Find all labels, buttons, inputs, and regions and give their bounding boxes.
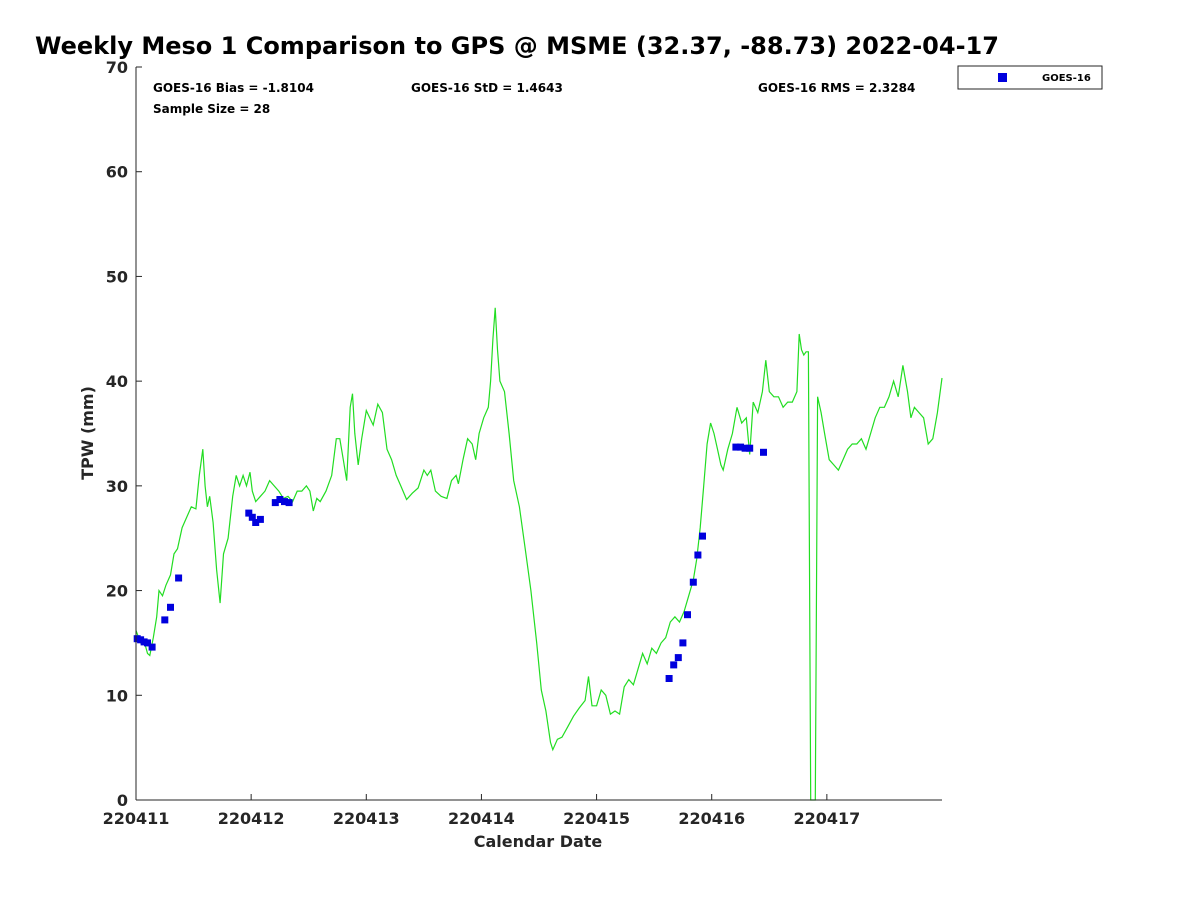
goes-point [281,498,288,506]
goes-point [694,551,702,559]
goes-point [689,578,697,586]
goes-point [245,509,253,517]
gps-series [135,307,943,801]
x-axis-ticks: 220411 220412 220413 220414 220415 220416 2204… [103,794,860,828]
goes-point [161,616,169,624]
rms-stat: GOES-16 RMS = 2.3284 [758,81,915,95]
y-axis-ticks: 0 10 20 30 40 50 60 70 [106,58,142,810]
chart-title: Weekly Meso 1 Comparison to GPS @ MSME (… [35,32,999,60]
goes-point [276,496,284,503]
y-tick-label: 70 [106,58,128,77]
goes-point [684,611,691,619]
goes-point [699,532,706,540]
y-tick-label: 40 [106,372,128,391]
y-tick-label: 30 [106,477,128,496]
legend: GOES-16 [957,65,1103,90]
gps-tpw-line [135,307,943,801]
x-tick-label: 220414 [448,809,515,828]
goes-point [271,499,279,507]
goes-point [679,639,687,647]
y-tick-label: 20 [106,582,128,601]
goes-point [167,603,174,611]
goes-point [175,574,183,582]
goes-point [670,661,678,669]
sample-size-stat: Sample Size = 28 [153,102,270,116]
legend-goes-label: GOES-16 [1042,73,1091,84]
y-axis-label: TPW (mm) [78,386,97,480]
goes-point [144,639,151,647]
goes-point [674,654,682,662]
y-tick-label: 50 [106,267,128,286]
x-tick-label: 220416 [678,809,745,828]
plot-background [136,67,942,800]
goes-point [252,519,260,526]
goes-point [737,443,744,451]
plot-area [133,67,943,801]
x-axis-label: Calendar Date [474,832,603,851]
goes-point [248,513,256,521]
legend-goes-marker [998,73,1007,82]
goes-point [746,444,754,452]
goes-point [148,643,156,651]
goes-point [760,448,767,456]
std-stat: GOES-16 StD = 1.4643 [411,81,563,95]
x-tick-label: 220411 [103,809,170,828]
x-tick-label: 220413 [333,809,400,828]
goes-point [256,515,264,523]
x-tick-label: 220415 [563,809,630,828]
goes-series [133,443,767,682]
goes-point [732,443,740,451]
y-tick-label: 10 [106,686,128,705]
goes-point [741,444,749,452]
y-tick-label: 0 [117,791,128,810]
goes-point [285,499,293,507]
legend-box [957,65,1103,90]
bias-stat: GOES-16 Bias = -1.8104 [153,81,314,95]
x-tick-label: 220417 [793,809,860,828]
x-tick-label: 220412 [218,809,285,828]
goes-point [665,675,673,682]
y-tick-label: 60 [106,163,128,182]
